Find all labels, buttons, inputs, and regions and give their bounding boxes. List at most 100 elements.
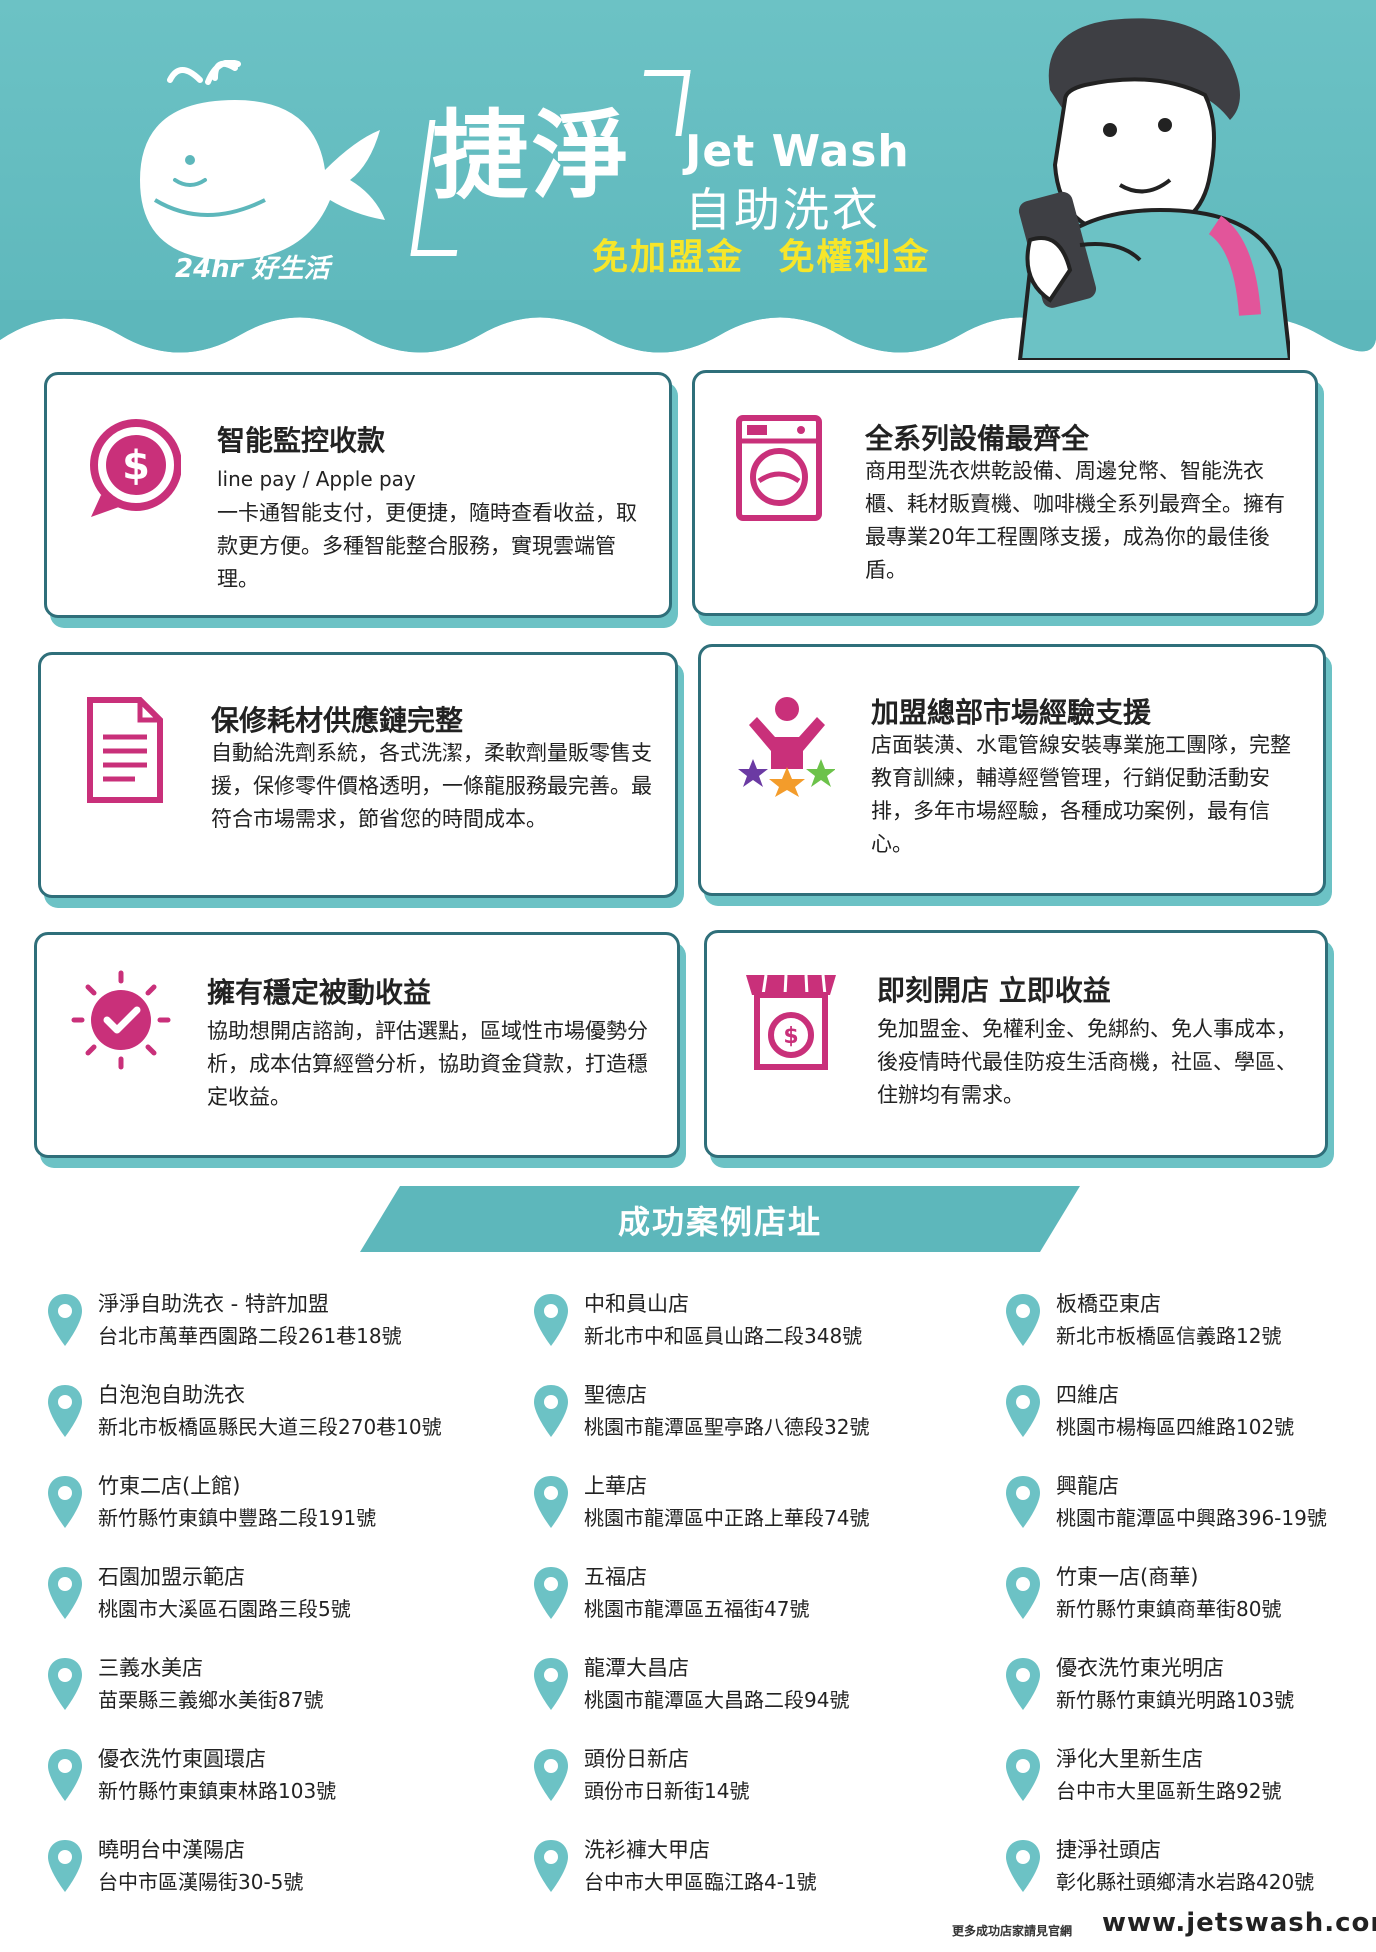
store-name: 石園加盟示範店 <box>98 1565 245 1589</box>
feature-title: 保修耗材供應鏈完整 <box>211 704 464 737</box>
store-item: 五福店 桃園市龍潭區五福街47號 <box>532 1561 972 1631</box>
store-name: 優衣洗竹東光明店 <box>1056 1656 1224 1680</box>
store-name: 板橋亞東店 <box>1056 1292 1161 1316</box>
location-pin-icon <box>1006 1476 1040 1528</box>
store-item: 淨化大里新生店 台中市大里區新生路92號 <box>1004 1743 1376 1813</box>
store-address: 桃園市龍潭區中正路上華段74號 <box>584 1506 870 1530</box>
dollar-speech-bubble-icon: $ <box>90 419 181 517</box>
feature-body: 店面裝潢、水電管線安裝專業施工團隊，完整教育訓練，輔導經營管理，行銷促動活動安排… <box>871 733 1291 856</box>
store-name: 三義水美店 <box>98 1656 203 1680</box>
location-pin-icon <box>1006 1294 1040 1346</box>
store-address: 新竹縣竹東鎮光明路103號 <box>1056 1688 1295 1712</box>
feature-title: 即刻開店 立即收益 <box>877 974 1111 1007</box>
store-name: 興龍店 <box>1056 1474 1119 1498</box>
feature-title: 全系列設備最齊全 <box>865 422 1090 455</box>
store-name: 捷淨社頭店 <box>1056 1838 1161 1862</box>
store-item: 頭份日新店 頭份市日新街14號 <box>532 1743 972 1813</box>
location-pin-icon <box>534 1658 568 1710</box>
store-item: 興龍店桃園市龍潭區中興路396-19號 <box>1004 1470 1376 1540</box>
store-address: 新竹縣竹東鎮中豐路二段191號 <box>98 1506 377 1530</box>
location-pin-icon <box>48 1385 82 1437</box>
location-pin-icon <box>534 1385 568 1437</box>
location-pin-icon <box>1006 1567 1040 1619</box>
location-pin-icon <box>48 1567 82 1619</box>
brand-name-chinese: 捷淨 <box>432 100 632 212</box>
slogan: 免加盟金 免權利金 <box>592 237 931 278</box>
store-item: 板橋亞東店新北市板橋區信義路12號 <box>1004 1288 1376 1358</box>
feature-card-supply-chain: 保修耗材供應鏈完整 自動給洗劑系統，各式洗潔，柔軟劑量販零售支援，保修零件價格透… <box>38 652 678 898</box>
store-item: 石園加盟示範店桃園市大溪區石園路三段5號 <box>46 1561 486 1631</box>
feature-subtitle: line pay / Apple pay <box>217 467 416 491</box>
store-item: 聖德店桃園市龍潭區聖亭路八德段32號 <box>532 1379 972 1449</box>
whale-logo-icon <box>140 60 385 260</box>
tagline: 24hr 好生活 <box>175 254 330 284</box>
store-item: 優衣洗竹東圓環店新竹縣竹東鎮東林路103號 <box>46 1743 486 1813</box>
store-name: 上華店 <box>584 1474 647 1498</box>
store-item: 上華店桃園市龍潭區中正路上華段74號 <box>532 1470 972 1540</box>
feature-body: 自動給洗劑系統，各式洗潔，柔軟劑量販零售支援，保修零件價格透明，一條龍服務最完善… <box>211 741 652 831</box>
store-item: 優衣洗竹東光明店新竹縣竹東鎮光明路103號 <box>1004 1652 1376 1722</box>
section-title: 成功案例店址 <box>617 1203 822 1241</box>
store-name: 龍潭大昌店 <box>584 1656 689 1680</box>
store-address: 台北市萬華西園路二段261巷18號 <box>98 1324 402 1348</box>
feature-title: 加盟總部市場經驗支援 <box>871 696 1152 729</box>
mascot-man-with-phone-icon <box>1017 18 1290 360</box>
feature-card-open-now: $ 即刻開店 立即收益 免加盟金、免權利金、免綁約、免人事成本，後疫情時代最佳防… <box>704 930 1328 1158</box>
store-name: 聖德店 <box>584 1383 647 1407</box>
store-name: 洗衫褲大甲店 <box>584 1838 710 1862</box>
location-pin-icon <box>534 1294 568 1346</box>
store-item: 洗衫褲大甲店 台中市大甲區臨江路4-1號 <box>532 1834 972 1904</box>
brand-subtitle: 自助洗衣 <box>685 183 881 237</box>
store-address: 新北市板橋區信義路12號 <box>1056 1324 1282 1348</box>
feature-body: 一卡通智能支付，更便捷，隨時查看收益，取款更方便。多種智能整合服務，實現雲端管理… <box>217 501 637 591</box>
store-address: 桃園市龍潭區大昌路二段94號 <box>584 1688 850 1712</box>
store-address: 台中市區漢陽街30-5號 <box>98 1870 304 1894</box>
feature-title: 智能監控收款 <box>217 424 386 457</box>
feature-body: 免加盟金、免權利金、免綁約、免人事成本，後疫情時代最佳防疫生活商機，社區、學區、… <box>877 1017 1297 1107</box>
store-address: 新竹縣竹東鎮商華街80號 <box>1056 1597 1282 1621</box>
store-address: 新北市板橋區縣民大道三段270巷10號 <box>98 1415 442 1439</box>
svg-text:$: $ <box>783 1024 798 1049</box>
section-banner <box>360 1186 1080 1252</box>
location-pin-icon <box>1006 1749 1040 1801</box>
store-address: 新北市中和區員山路二段348號 <box>584 1324 863 1348</box>
store-address: 桃園市龍潭區中興路396-19號 <box>1056 1506 1327 1530</box>
store-name: 頭份日新店 <box>584 1747 689 1771</box>
check-badge-icon <box>71 970 171 1070</box>
store-address: 桃園市楊梅區四維路102號 <box>1056 1415 1295 1439</box>
store-address: 桃園市大溪區石園路三段5號 <box>98 1597 351 1621</box>
feature-card-hq-support: 加盟總部市場經驗支援 店面裝潢、水電管線安裝專業施工團隊，完整教育訓練，輔導經營… <box>698 644 1326 896</box>
location-pin-icon <box>1006 1840 1040 1892</box>
store-address: 苗栗縣三義鄉水美街87號 <box>98 1688 324 1712</box>
store-name: 四維店 <box>1056 1383 1119 1407</box>
store-name: 曉明台中漢陽店 <box>98 1838 245 1862</box>
feature-card-smart-payment: $ 智能監控收款 line pay / Apple pay 一卡通智能支付，更便… <box>44 372 672 618</box>
store-item: 淨淨自助洗衣 - 特許加盟 台北市萬華西園路二段261巷18號 <box>46 1288 486 1358</box>
location-pin-icon <box>48 1840 82 1892</box>
store-item: 曉明台中漢陽店台中市區漢陽街30-5號 <box>46 1834 486 1904</box>
store-item: 白泡泡自助洗衣 新北市板橋區縣民大道三段270巷10號 <box>46 1379 486 1449</box>
location-pin-icon <box>534 1840 568 1892</box>
feature-body: 協助想開店諮詢，評估選點，區域性市場優勢分析，成本估算經營分析，協助資金貸款，打… <box>207 1019 648 1109</box>
brand-bracket-right <box>635 70 691 136</box>
brand-name-english: Jet Wash <box>685 126 910 177</box>
website-url[interactable]: www.jetswash.com.tw <box>1102 1908 1376 1938</box>
store-item: 竹東二店(上館) 新竹縣竹東鎮中豐路二段191號 <box>46 1470 486 1540</box>
location-pin-icon <box>48 1476 82 1528</box>
store-name: 竹東二店(上館) <box>98 1474 241 1498</box>
store-item: 竹東一店(商華) 新竹縣竹東鎮商華街80號 <box>1004 1561 1376 1631</box>
store-address: 新竹縣竹東鎮東林路103號 <box>98 1779 337 1803</box>
store-address: 台中市大里區新生路92號 <box>1056 1779 1282 1803</box>
document-icon <box>87 697 163 803</box>
feature-title: 擁有穩定被動收益 <box>207 976 432 1009</box>
store-item: 捷淨社頭店 彰化縣社頭鄉清水岩路420號 <box>1004 1834 1376 1904</box>
feature-card-equipment: 全系列設備最齊全 商用型洗衣烘乾設備、周邊兌幣、智能洗衣櫃、耗材販賣機、咖啡機全… <box>692 370 1318 616</box>
location-pin-icon <box>1006 1658 1040 1710</box>
location-pin-icon <box>48 1294 82 1346</box>
store-name: 優衣洗竹東圓環店 <box>98 1747 266 1771</box>
location-pin-icon <box>534 1749 568 1801</box>
store-item: 四維店桃園市楊梅區四維路102號 <box>1004 1379 1376 1449</box>
store-address: 桃園市龍潭區聖亭路八德段32號 <box>584 1415 870 1439</box>
location-pin-icon <box>48 1658 82 1710</box>
feature-body: 商用型洗衣烘乾設備、周邊兌幣、智能洗衣櫃、耗材販賣機、咖啡機全系列最齊全。擁有最… <box>865 459 1285 582</box>
